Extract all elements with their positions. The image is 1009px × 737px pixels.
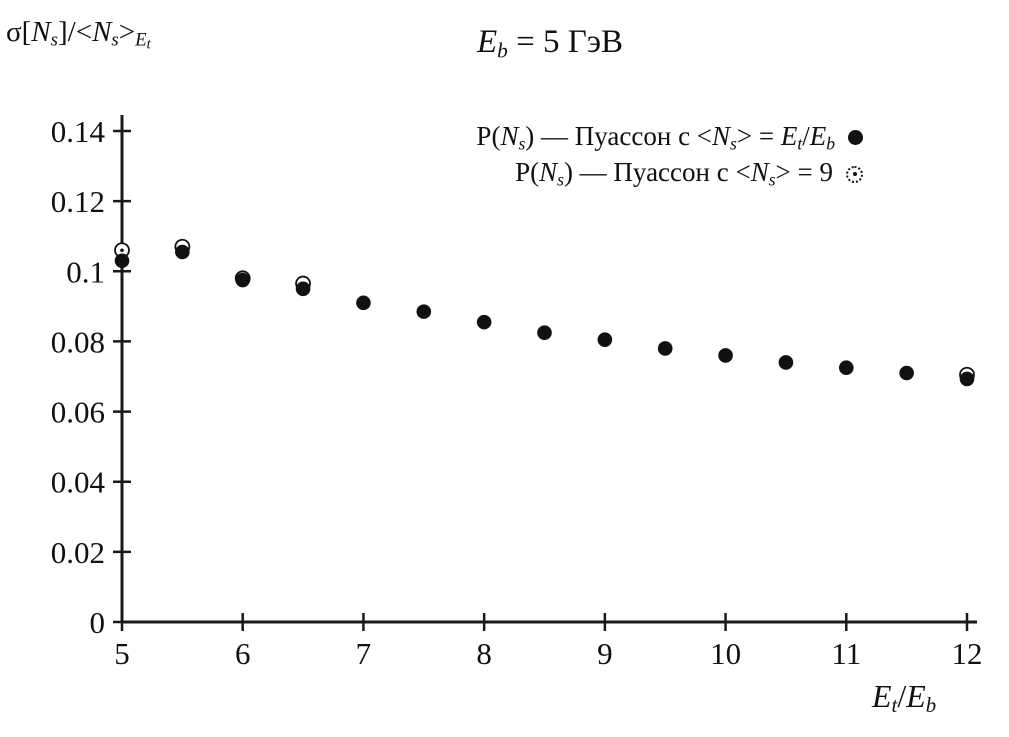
chart-title: Eb = 5 ГэВ	[476, 24, 623, 63]
legend-item-poisson-9: P(Ns) — Пуассон с <Ns> = 9	[515, 157, 863, 190]
legend: P(Ns) — Пуассон с <Ns> = Et/Eb P(Ns) — П…	[476, 121, 863, 191]
svg-text:0.06: 0.06	[51, 395, 105, 430]
legend-item-poisson-etb: P(Ns) — Пуассон с <Ns> = Et/Eb	[476, 121, 863, 154]
svg-text:0.04: 0.04	[51, 465, 106, 500]
legend-item-label: P(Ns) — Пуассон с <Ns> = Et/Eb	[476, 121, 835, 154]
svg-text:7: 7	[356, 636, 372, 671]
svg-text:0: 0	[90, 605, 106, 640]
legend-item-label: P(Ns) — Пуассон с <Ns> = 9	[515, 157, 833, 190]
svg-text:11: 11	[831, 636, 861, 671]
filled-circle-marker-icon	[848, 130, 863, 146]
svg-text:9: 9	[597, 636, 613, 671]
svg-text:0.08: 0.08	[51, 324, 105, 359]
svg-text:8: 8	[476, 636, 492, 671]
x-axis-label: Et/Eb	[872, 678, 937, 718]
svg-text:5: 5	[114, 636, 130, 671]
svg-text:0.1: 0.1	[66, 254, 105, 289]
open-dotted-circle-marker-icon	[846, 165, 863, 183]
svg-text:12: 12	[952, 636, 983, 671]
svg-text:0.14: 0.14	[51, 114, 106, 149]
y-axis-label: σ[Ns]/<Ns>Et	[6, 16, 151, 53]
svg-text:0.02: 0.02	[51, 535, 105, 570]
svg-text:0.12: 0.12	[51, 184, 105, 219]
svg-text:10: 10	[710, 636, 741, 671]
svg-text:6: 6	[235, 636, 251, 671]
